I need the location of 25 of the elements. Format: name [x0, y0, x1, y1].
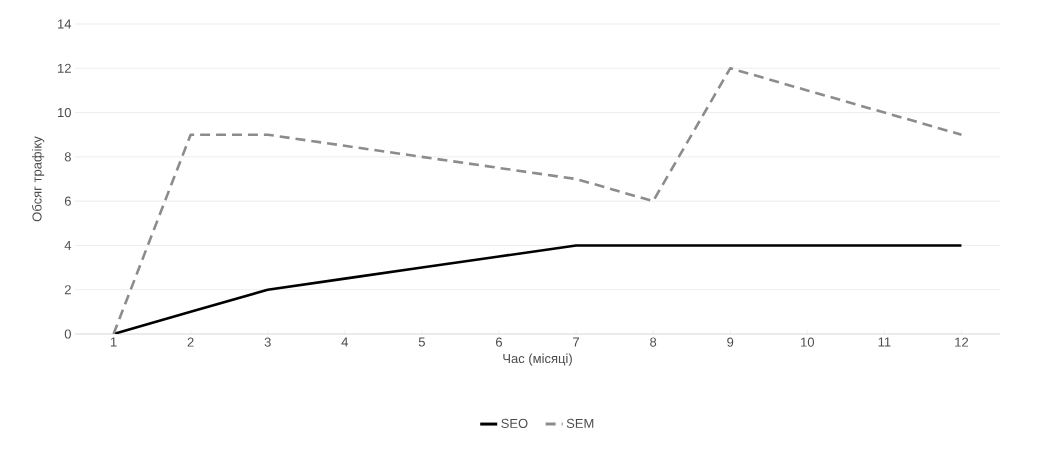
x-tick-label: 1 — [110, 337, 117, 347]
x-tick-label: 7 — [573, 337, 580, 347]
legend-label: SEO — [501, 418, 528, 428]
x-tick-label: 4 — [341, 337, 349, 347]
x-tick-label: 6 — [496, 337, 502, 347]
x-tick-label: 10 — [801, 337, 815, 347]
x-tick-label: 2 — [187, 337, 194, 347]
x-tick-label: 5 — [418, 337, 425, 347]
y-tick-label: 14 — [58, 19, 72, 29]
y-tick-label: 8 — [64, 152, 71, 162]
line-series — [112, 66, 963, 334]
x-tick-label: 8 — [650, 337, 657, 347]
x-tick-label: 12 — [955, 337, 969, 347]
y-tick-label: 12 — [58, 63, 71, 73]
y-tick-label: 10 — [58, 107, 71, 118]
legend-label: SEM — [566, 418, 594, 428]
y-axis-title: Обсяг трафіку — [31, 136, 45, 222]
y-tick-label: 4 — [64, 240, 72, 250]
y-tick-label: 6 — [64, 196, 71, 206]
x-tick-label: 11 — [878, 337, 891, 347]
x-tick-label: 9 — [727, 337, 734, 347]
x-axis-title: Час (місяці) — [503, 353, 572, 366]
x-tick-label: 3 — [264, 337, 271, 347]
y-tick-label: 2 — [64, 285, 71, 295]
y-tick-label: 0 — [64, 329, 71, 339]
